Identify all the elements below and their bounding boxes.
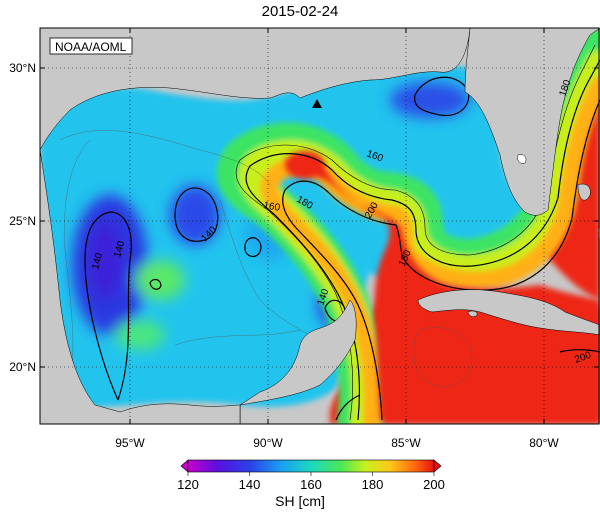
colorbar: 120 140 160 180 200 bbox=[177, 459, 445, 492]
lon-tick-label: 90°W bbox=[253, 436, 283, 450]
lon-tick-label: 95°W bbox=[115, 436, 145, 450]
lat-tick-label: 30°N bbox=[9, 61, 36, 75]
lat-tick-label: 25°N bbox=[9, 214, 36, 228]
colorbar-high-arrow bbox=[433, 459, 442, 473]
loop-current bbox=[216, 28, 600, 424]
contour-label: 140 bbox=[112, 239, 127, 258]
lon-tick-label: 80°W bbox=[529, 436, 559, 450]
credit-box: NOAA/AOML bbox=[49, 37, 133, 55]
tick-marks bbox=[40, 28, 599, 424]
colorbar-tick: 160 bbox=[300, 477, 322, 492]
map-field: 140 140 140 160 160 180 180 200 140 180 … bbox=[40, 28, 600, 424]
colorbar-gradient bbox=[187, 459, 435, 473]
cuba bbox=[417, 289, 600, 336]
contour-label: 140 bbox=[90, 251, 105, 270]
colorbar-tick: 200 bbox=[423, 477, 445, 492]
colorbar-low-arrow bbox=[180, 459, 189, 473]
colorbar-tick: 180 bbox=[362, 477, 384, 492]
mexico-coast bbox=[40, 149, 241, 424]
gulf-coast-land bbox=[40, 28, 471, 151]
station-triangle-marker bbox=[312, 99, 322, 108]
florida bbox=[464, 28, 600, 216]
colorbar-label: SH [cm] bbox=[275, 493, 325, 509]
contour-label: 160 bbox=[262, 200, 281, 214]
bahamas bbox=[577, 183, 591, 201]
isle-of-youth bbox=[467, 310, 478, 317]
lake-okeechobee bbox=[517, 154, 527, 164]
credit-label: NOAA/AOML bbox=[55, 40, 127, 54]
map-frame bbox=[39, 27, 600, 425]
graticule bbox=[40, 28, 600, 424]
colorbar-tick: 120 bbox=[177, 477, 199, 492]
lon-tick-label: 85°W bbox=[391, 436, 421, 450]
warm-eddy bbox=[285, 151, 600, 420]
minor-contours bbox=[59, 130, 473, 401]
colorbar-tick: 140 bbox=[239, 477, 261, 492]
map-title: 2015-02-24 bbox=[261, 3, 339, 20]
yucatan bbox=[239, 299, 357, 424]
lat-tick-label: 20°N bbox=[9, 360, 36, 374]
